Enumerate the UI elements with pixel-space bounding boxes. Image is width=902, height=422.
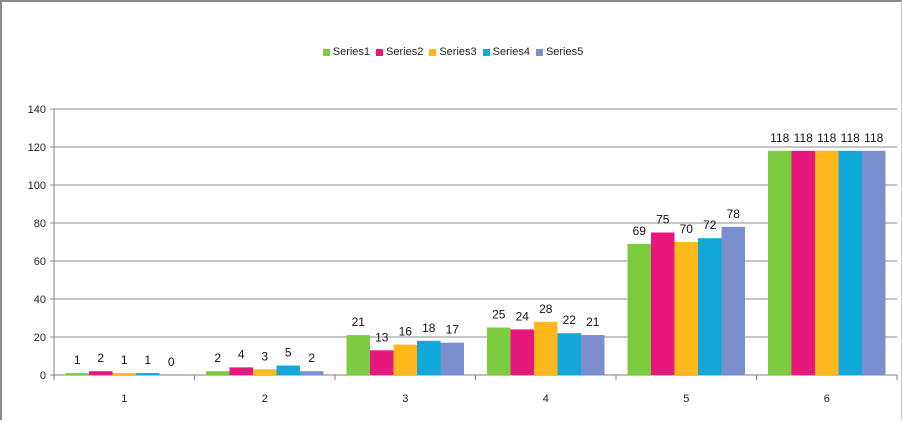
data-label: 1 [74,353,81,367]
legend-swatch [376,48,384,56]
bar-series1-6 [768,150,792,375]
data-label: 118 [794,131,813,145]
bar-series5-4 [581,335,605,375]
data-label: 75 [656,213,670,227]
legend-swatch [322,48,330,56]
bar-series1-5 [627,243,651,375]
data-label: 118 [864,131,883,145]
legend-label: Series5 [545,46,584,58]
data-label: 13 [375,330,389,344]
legend-swatch [535,48,543,56]
bar-series2-1 [89,371,113,375]
legend-item-series2: Series2 [376,46,423,58]
legend-item-series5: Series5 [535,46,584,58]
bar-series4-4 [557,333,581,375]
bar-series1-2 [206,371,230,375]
data-label: 118 [841,131,860,145]
bar-series3-4 [534,321,558,375]
bar-series1-1 [65,373,89,375]
bar-series2-2 [229,367,253,375]
legend: Series1 Series2 Series3 Series4 Series5 [2,46,902,58]
bar-series4-2 [276,365,300,375]
x-tick-label: 2 [262,393,268,405]
legend-swatch [429,48,437,56]
bar-series5-2 [300,371,324,375]
bar-series2-3 [370,350,394,375]
y-tick-label: 120 [28,142,46,154]
data-label: 2 [308,351,315,365]
data-label: 1 [144,353,151,367]
legend-label: Series2 [386,46,424,58]
legend-label: Series3 [439,46,477,58]
bar-series3-3 [393,344,417,375]
y-tick-label: 40 [34,294,46,306]
data-label: 0 [168,355,175,369]
data-label: 2 [214,351,221,365]
y-tick-label: 0 [40,370,46,382]
data-label: 70 [680,222,694,236]
bar-series3-6 [815,150,839,375]
data-label: 22 [563,313,577,327]
bar-series3-2 [253,369,277,375]
data-label: 21 [352,315,366,329]
y-tick-label: 80 [34,218,46,230]
data-label: 78 [727,207,741,221]
data-label: 118 [817,131,836,145]
x-tick-label: 1 [121,393,127,405]
legend-label: Series4 [492,46,530,58]
bar-series2-5 [651,232,675,375]
bar-series4-1 [136,373,160,375]
data-label: 4 [238,347,245,361]
data-label: 3 [261,349,268,363]
data-label: 5 [285,346,292,360]
data-label: 1 [121,353,128,367]
x-tick-label: 4 [543,393,549,405]
data-label: 2 [97,351,104,365]
y-tick-label: 140 [28,104,46,116]
bar-series1-4 [487,327,511,375]
y-tick-label: 100 [28,180,46,192]
x-tick-label: 3 [402,393,408,405]
data-label: 16 [399,325,413,339]
y-tick-label: 60 [34,256,46,268]
data-label: 24 [516,309,530,323]
data-label: 72 [703,218,717,232]
data-label: 18 [422,321,436,335]
bar-series5-6 [862,150,886,375]
bar-series4-5 [698,238,722,375]
bar-series4-3 [417,340,441,375]
bar-series4-6 [838,150,862,375]
legend-item-series3: Series3 [429,46,477,58]
data-label: 28 [539,302,553,316]
bar-series3-1 [112,373,136,375]
bar-series3-5 [674,242,698,375]
legend-label: Series1 [332,46,371,58]
legend-item-series4: Series4 [482,46,530,58]
bar-series2-4 [510,329,534,375]
x-tick-label: 5 [683,393,689,405]
bar-series5-5 [721,226,745,375]
data-label: 118 [770,131,789,145]
bar-series2-6 [791,150,815,375]
bar-series5-3 [440,342,464,375]
bar-series1-3 [346,335,370,375]
data-label: 25 [492,308,506,322]
x-tick-label: 6 [824,393,830,405]
legend-item-series1: Series1 [322,46,371,58]
y-tick-label: 20 [34,332,46,344]
legend-swatch [482,48,490,56]
data-label: 69 [633,224,647,238]
data-label: 21 [586,315,600,329]
data-label: 17 [446,323,460,337]
